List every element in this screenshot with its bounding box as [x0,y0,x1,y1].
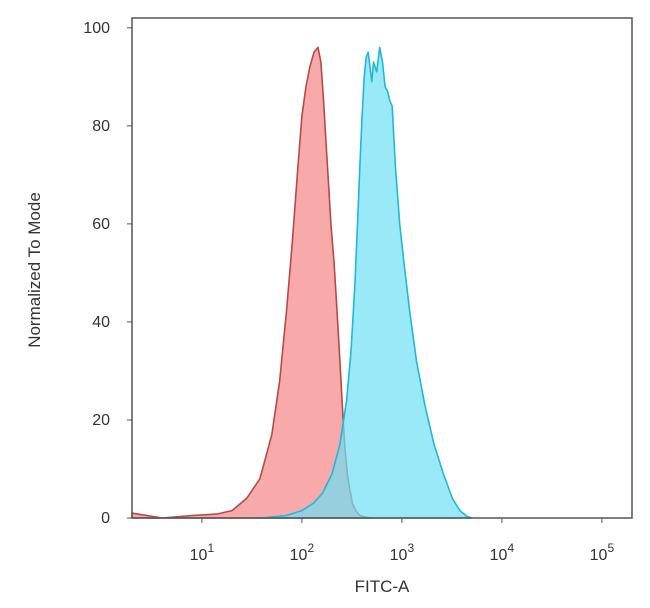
x-tick-label: 104 [490,541,515,564]
y-tick-label: 100 [83,20,110,37]
y-tick-label: 80 [92,118,110,135]
y-tick-label: 20 [92,412,110,429]
x-tick-label: 105 [590,541,615,564]
plot-frame [131,17,633,519]
y-tick-label: 0 [101,510,110,527]
x-axis-title: FITC-A [355,577,410,596]
histogram-series-2 [261,46,473,519]
x-tick-label: 103 [390,541,415,564]
histogram-series-1 [131,46,373,519]
x-tick-label: 101 [190,541,215,564]
y-tick-label: 60 [92,216,110,233]
x-tick-label: 102 [290,541,315,564]
y-tick-label: 40 [92,314,110,331]
y-axis-title: Normalized To Mode [25,192,44,348]
